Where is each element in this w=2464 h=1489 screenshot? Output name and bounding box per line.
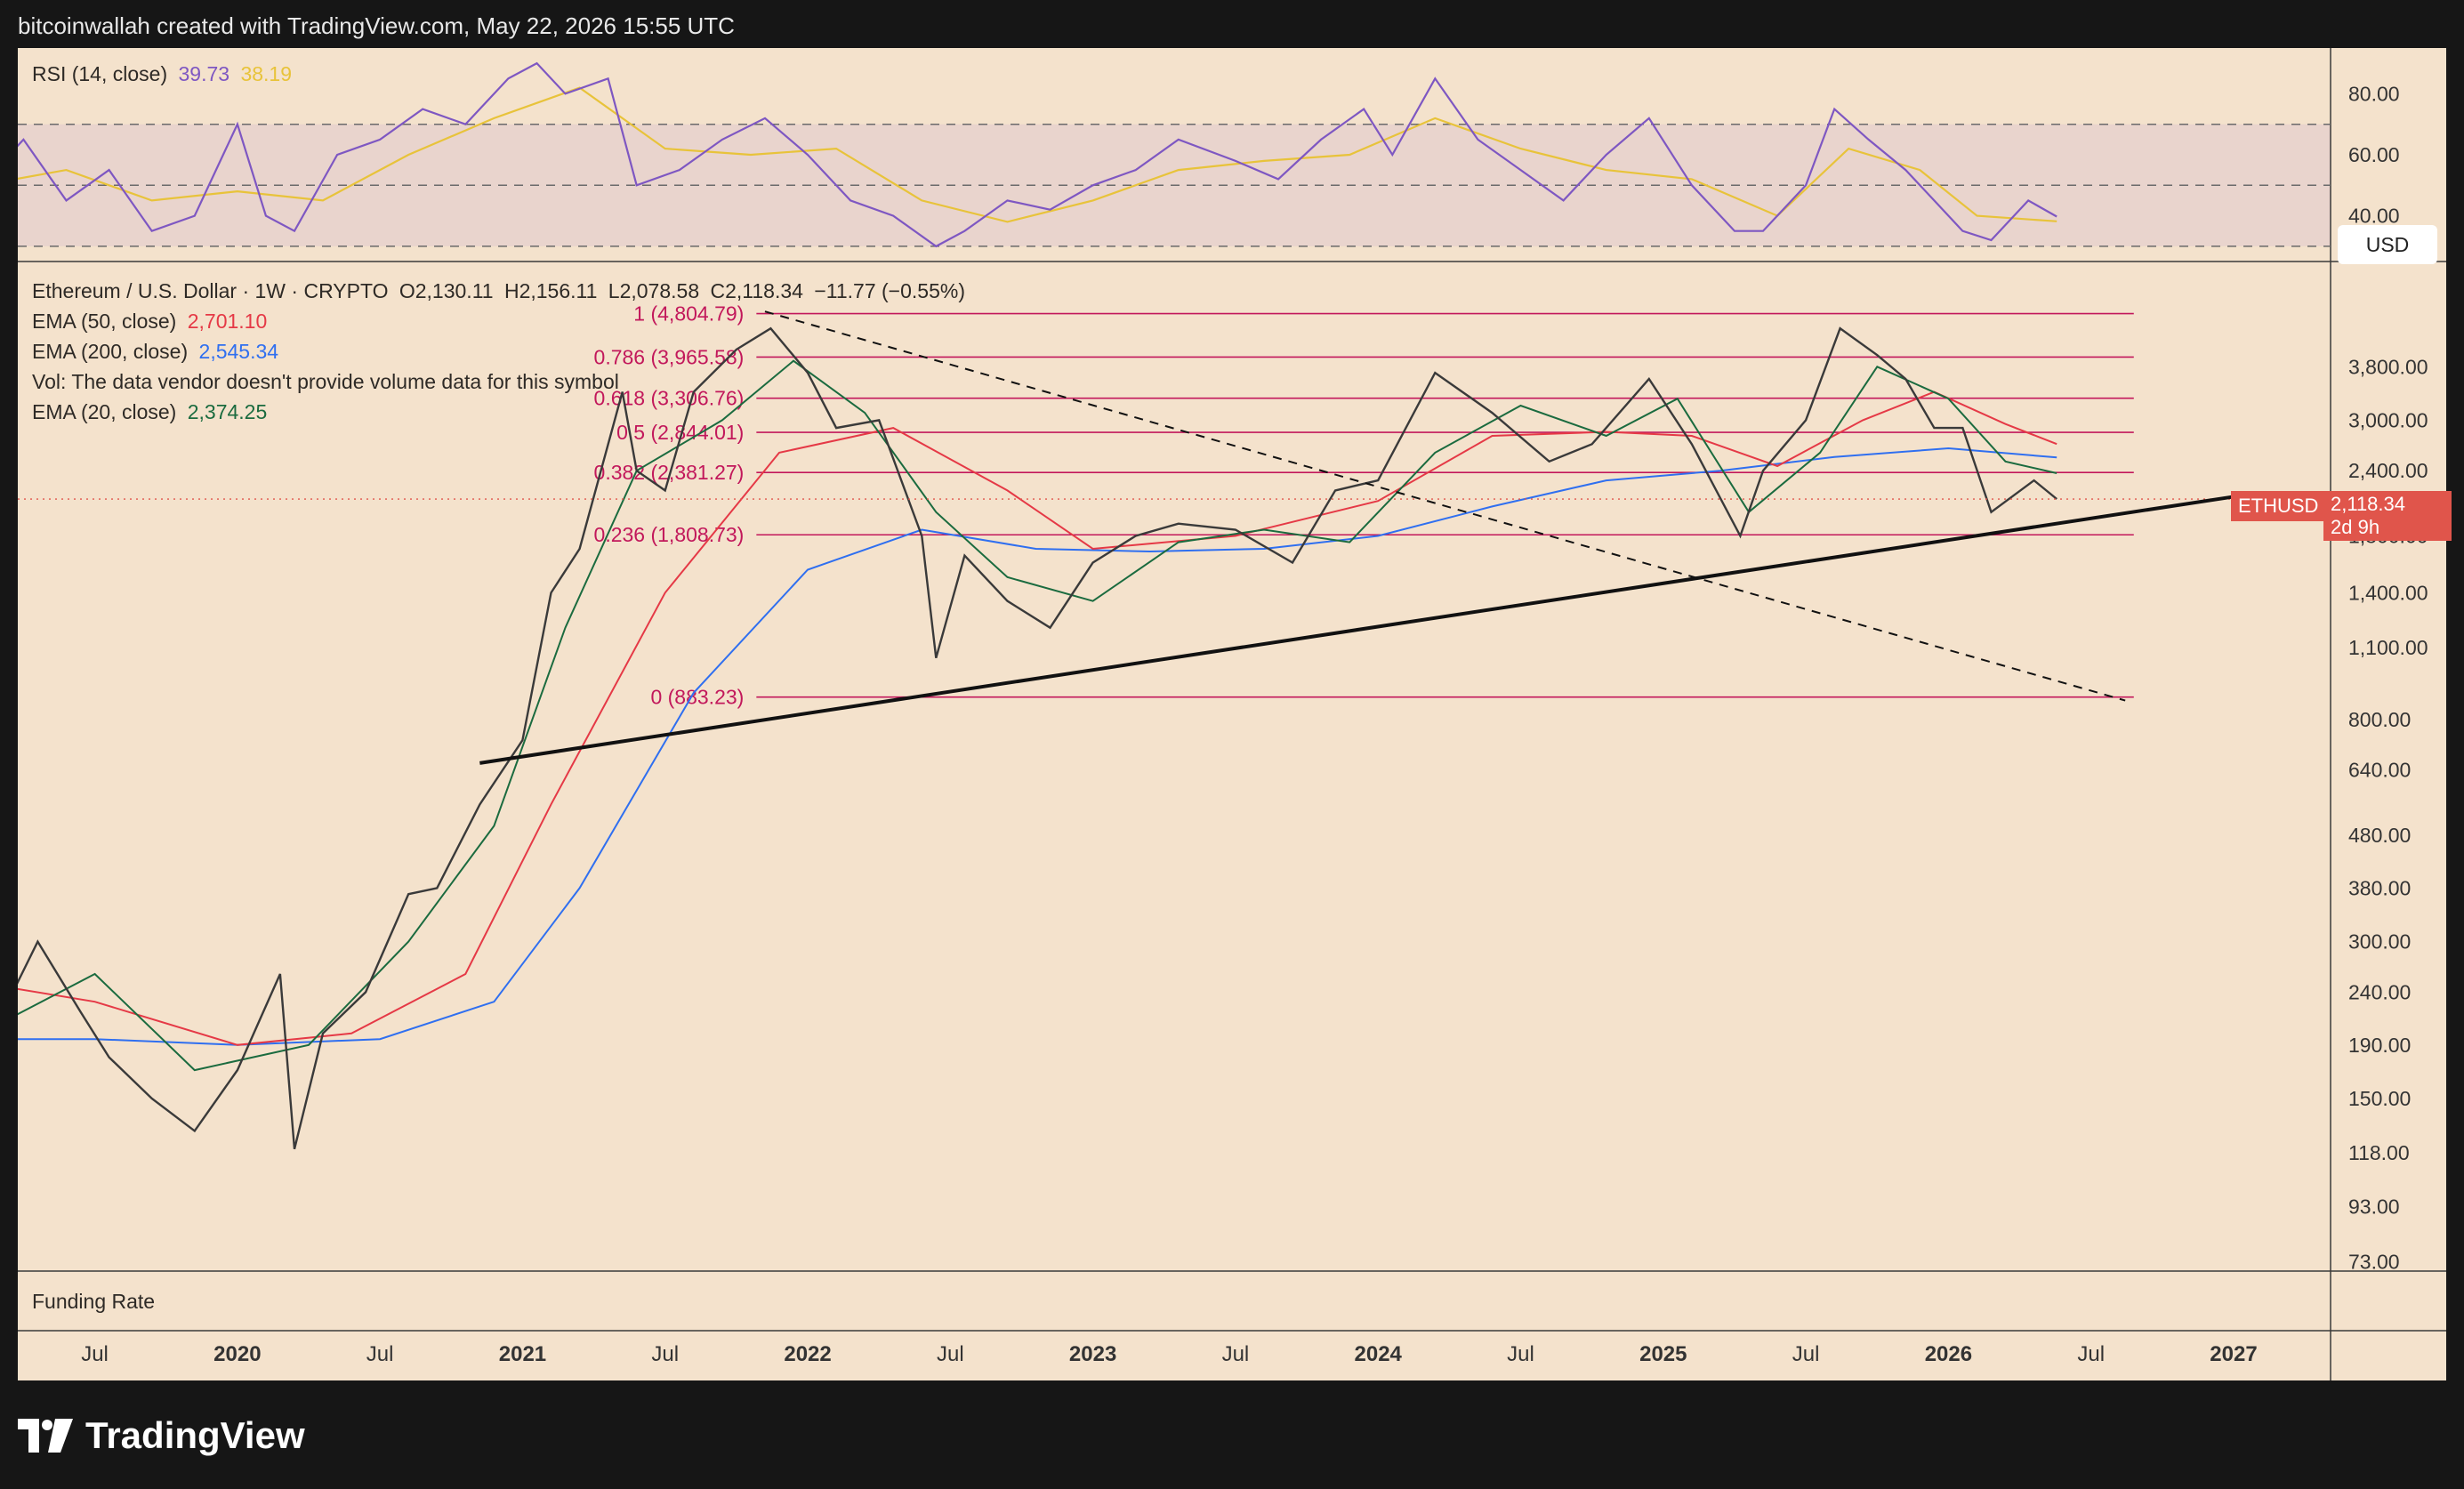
y-tick-label: 150.00 <box>2348 1087 2411 1110</box>
rsi-ma-line <box>18 86 2057 223</box>
price-tag-symbol: ETHUSD <box>2231 491 2326 521</box>
tradingview-logo-icon <box>18 1419 73 1453</box>
fib-level-label: 0.236 (1,808.73) <box>594 523 745 546</box>
x-tick-label: Jul <box>1792 1342 1820 1366</box>
tradingview-logo: TradingView <box>18 1414 305 1457</box>
tradingview-brand: TradingView <box>85 1414 305 1456</box>
ema50-line <box>18 390 2057 1046</box>
y-tick-label: 800.00 <box>2348 708 2411 731</box>
volume-note: Vol: The data vendor doesn't provide vol… <box>32 370 619 393</box>
x-tick-label: 2022 <box>784 1342 831 1366</box>
price-line <box>18 326 2057 1150</box>
rsi-tick-label: 60.00 <box>2348 143 2400 166</box>
x-tick-label: Jul <box>937 1342 964 1366</box>
price-tag-countdown: 2d 9h <box>2331 516 2380 538</box>
y-tick-label: 93.00 <box>2348 1195 2400 1219</box>
chart-canvas[interactable]: 1 (4,804.79)0.786 (3,965.58)0.618 (3,306… <box>18 48 2446 1380</box>
rsi-legend-label: RSI (14, close) <box>32 62 168 85</box>
ema200-legend: EMA (200, close) 2,545.34 <box>32 340 284 364</box>
fib-level-label: 1 (4,804.79) <box>633 302 744 326</box>
ema200-label: EMA (200, close) <box>32 340 189 363</box>
y-tick-label: 640.00 <box>2348 759 2411 782</box>
x-tick-label: Jul <box>1222 1342 1250 1366</box>
y-tick-label: 480.00 <box>2348 824 2411 847</box>
x-tick-label: 2027 <box>2210 1342 2257 1366</box>
x-tick-label: 2023 <box>1069 1342 1116 1366</box>
resistance-trendline <box>764 310 2126 702</box>
price-tag-price: 2,118.34 <box>2331 493 2406 515</box>
y-tick-label: 118.00 <box>2348 1141 2410 1164</box>
symbol-name: Ethereum / U.S. Dollar · 1W · CRYPTO <box>32 279 389 302</box>
y-tick-label: 73.00 <box>2348 1250 2400 1273</box>
ema50-legend: EMA (50, close) 2,701.10 <box>32 310 272 334</box>
y-tick-label: 2,400.00 <box>2348 459 2428 482</box>
ohlc-change: −11.77 (−0.55%) <box>814 279 965 302</box>
ohlc-close: C2,118.34 <box>710 279 803 302</box>
chart-frame[interactable]: 1 (4,804.79) 0.786 (3,965.58) 0.618 (3,306… <box>18 48 2446 1380</box>
price-tag: 2,118.34 2d 9h <box>2323 491 2452 541</box>
x-tick-label: Jul <box>2077 1342 2105 1366</box>
x-tick-label: 2021 <box>499 1342 546 1366</box>
x-tick-label: 2025 <box>1639 1342 1687 1366</box>
rsi-legend: RSI (14, close) 39.73 38.19 <box>32 62 297 86</box>
rsi-legend-value: 39.73 <box>178 62 230 85</box>
ohlc-low: L2,078.58 <box>608 279 700 302</box>
chart-attribution: bitcoinwallah created with TradingView.c… <box>18 12 735 39</box>
symbol-legend: Ethereum / U.S. Dollar · 1W · CRYPTO O2,… <box>32 279 970 303</box>
x-tick-label: Jul <box>1507 1342 1534 1366</box>
ema20-label: EMA (20, close) <box>32 400 177 423</box>
ema200-value: 2,545.34 <box>198 340 279 363</box>
y-tick-label: 3,000.00 <box>2348 408 2428 431</box>
funding-rate-label: Funding Rate <box>32 1290 156 1313</box>
rsi-tick-label: 80.00 <box>2348 82 2400 105</box>
y-tick-label: 1,400.00 <box>2348 581 2428 604</box>
plot-background <box>18 48 2446 1380</box>
y-tick-label: 1,100.00 <box>2348 636 2428 659</box>
x-tick-label: 2024 <box>1355 1342 1403 1366</box>
ema20-line <box>18 359 2057 1072</box>
x-tick-label: Jul <box>366 1342 394 1366</box>
x-tick-label: 2020 <box>213 1342 261 1366</box>
ema50-label: EMA (50, close) <box>32 310 177 333</box>
ema20-legend: EMA (20, close) 2,374.25 <box>32 400 272 424</box>
y-tick-label: 240.00 <box>2348 980 2411 1003</box>
ohlc-open: O2,130.11 <box>399 279 494 302</box>
y-tick-label: 300.00 <box>2348 930 2411 954</box>
rsi-line <box>18 61 2057 248</box>
x-tick-label: 2026 <box>1925 1342 1972 1366</box>
ohlc-high: H2,156.11 <box>503 279 598 302</box>
x-tick-label: Jul <box>651 1342 679 1366</box>
ema20-value: 2,374.25 <box>187 400 268 423</box>
x-tick-label: Jul <box>81 1342 109 1366</box>
y-tick-label: 190.00 <box>2348 1034 2411 1057</box>
rsi-tick-label: 40.00 <box>2348 205 2400 228</box>
y-tick-label: 3,800.00 <box>2348 355 2428 378</box>
ema50-value: 2,701.10 <box>187 310 268 333</box>
fib-level-label: 0.786 (3,965.58) <box>594 345 745 368</box>
rsi-legend-ma-value: 38.19 <box>240 62 293 85</box>
y-tick-label: 380.00 <box>2348 876 2411 899</box>
support-trendline <box>479 495 2235 765</box>
ema200-line <box>18 447 2057 1046</box>
currency-button[interactable]: USD <box>2338 225 2437 264</box>
